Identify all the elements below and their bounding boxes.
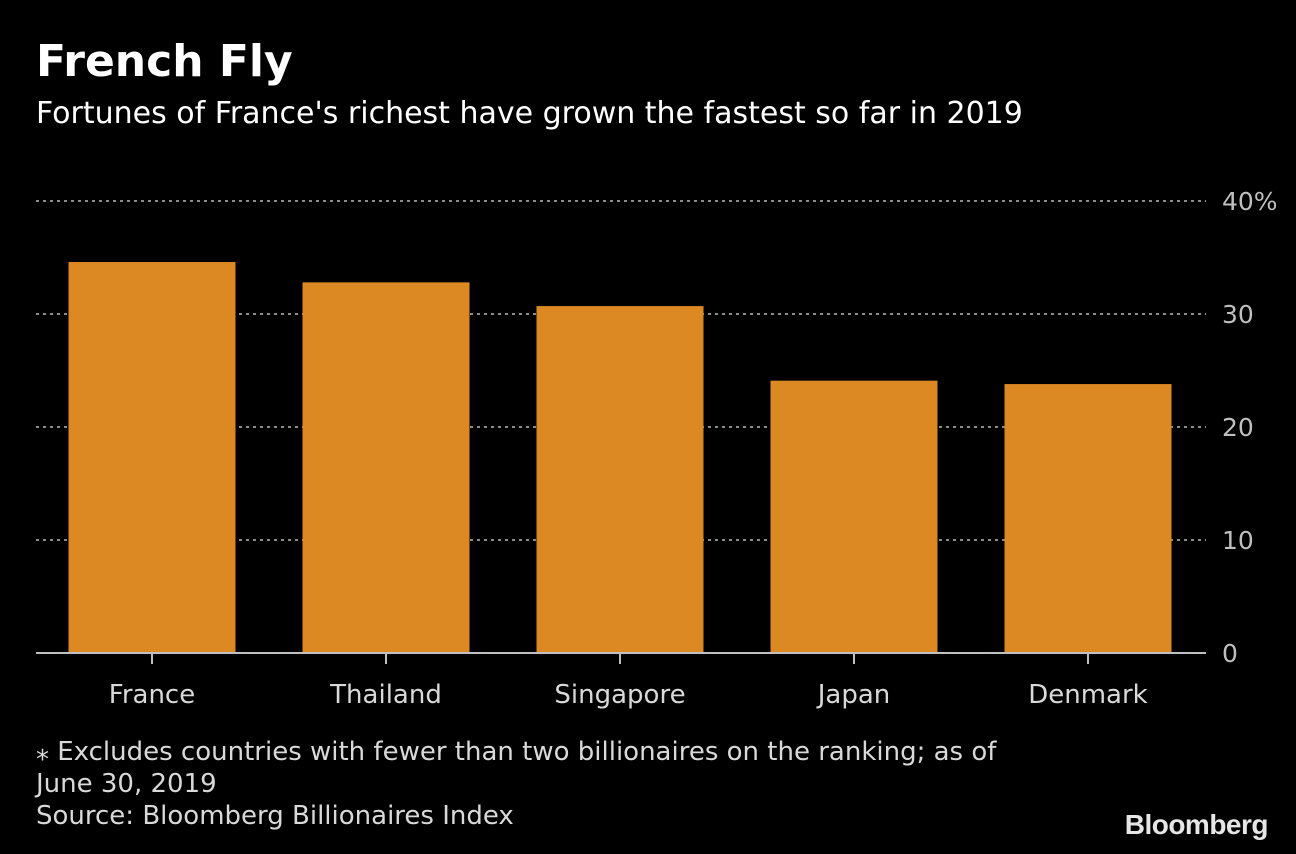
bar-chart: 0 10 20 30 40% France Thailand Singapore Japan De… <box>36 187 1278 710</box>
x-category-label: France <box>109 680 195 710</box>
source-note: Source: Bloomberg Billionaires Index <box>36 801 514 831</box>
x-category-label: Japan <box>816 680 891 710</box>
footnote-note-line2: June 30, 2019 <box>36 769 217 799</box>
y-tick-label: 10 <box>1222 526 1254 555</box>
bar <box>536 306 704 653</box>
footnote: ⁎ Excludes countries with fewer than two… <box>36 736 1076 832</box>
footnote-note-line1: ⁎ Excludes countries with fewer than two… <box>36 737 997 767</box>
y-tick-label: 40% <box>1222 187 1278 216</box>
x-category-label: Singapore <box>554 680 685 710</box>
y-tick-label: 30 <box>1222 300 1254 329</box>
x-category-label: Thailand <box>329 680 442 710</box>
bar <box>302 282 470 653</box>
bar <box>1004 384 1172 653</box>
chart-subtitle: Fortunes of France's richest have grown … <box>36 96 1023 131</box>
chart-title: French Fly <box>36 36 293 87</box>
bloomberg-logo: Bloomberg <box>1124 809 1269 840</box>
bar <box>68 262 236 653</box>
y-tick-label: 0 <box>1222 639 1238 668</box>
bar <box>770 380 938 653</box>
y-tick-label: 20 <box>1222 413 1254 442</box>
x-category-label: Denmark <box>1028 680 1148 710</box>
